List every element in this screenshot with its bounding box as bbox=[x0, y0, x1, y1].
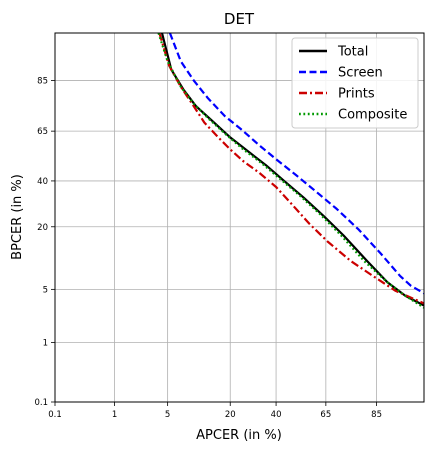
x-tick-label: 65 bbox=[320, 410, 331, 420]
axis-ticks: 0.1 1 5 20 40 65 85 0.1 1 5 20 40 65 85 bbox=[34, 76, 382, 420]
x-tick-label: 85 bbox=[371, 410, 382, 420]
x-tick-label: 5 bbox=[165, 410, 170, 420]
legend-label-screen: Screen bbox=[338, 66, 383, 81]
series-line-composite bbox=[157, 33, 424, 309]
y-tick-label: 0.1 bbox=[34, 398, 48, 408]
y-tick-label: 40 bbox=[37, 177, 48, 187]
x-tick-label: 40 bbox=[271, 410, 282, 420]
legend-frame bbox=[291, 37, 419, 129]
legend-label-composite: Composite bbox=[338, 108, 407, 123]
x-tick-label: 20 bbox=[225, 410, 236, 420]
y-axis-label: BPCER (in %) bbox=[10, 174, 25, 260]
series-line-total bbox=[160, 33, 424, 307]
x-axis-label: APCER (in %) bbox=[196, 428, 282, 443]
y-tick-label: 20 bbox=[37, 223, 48, 233]
x-tick-label: 0.1 bbox=[48, 410, 62, 420]
y-tick-label: 5 bbox=[43, 285, 48, 295]
series-line-screen bbox=[168, 33, 424, 295]
legend: Total Screen Prints Composite bbox=[291, 37, 419, 129]
x-tick-label: 1 bbox=[112, 410, 117, 420]
legend-label-total: Total bbox=[337, 45, 368, 60]
plot-frame bbox=[54, 32, 425, 403]
y-tick-label: 85 bbox=[37, 76, 48, 86]
chart-title: DET bbox=[224, 10, 255, 28]
series-lines bbox=[157, 33, 424, 309]
y-tick-label: 65 bbox=[37, 127, 48, 137]
legend-label-prints: Prints bbox=[338, 87, 375, 102]
y-tick-label: 1 bbox=[43, 338, 48, 348]
